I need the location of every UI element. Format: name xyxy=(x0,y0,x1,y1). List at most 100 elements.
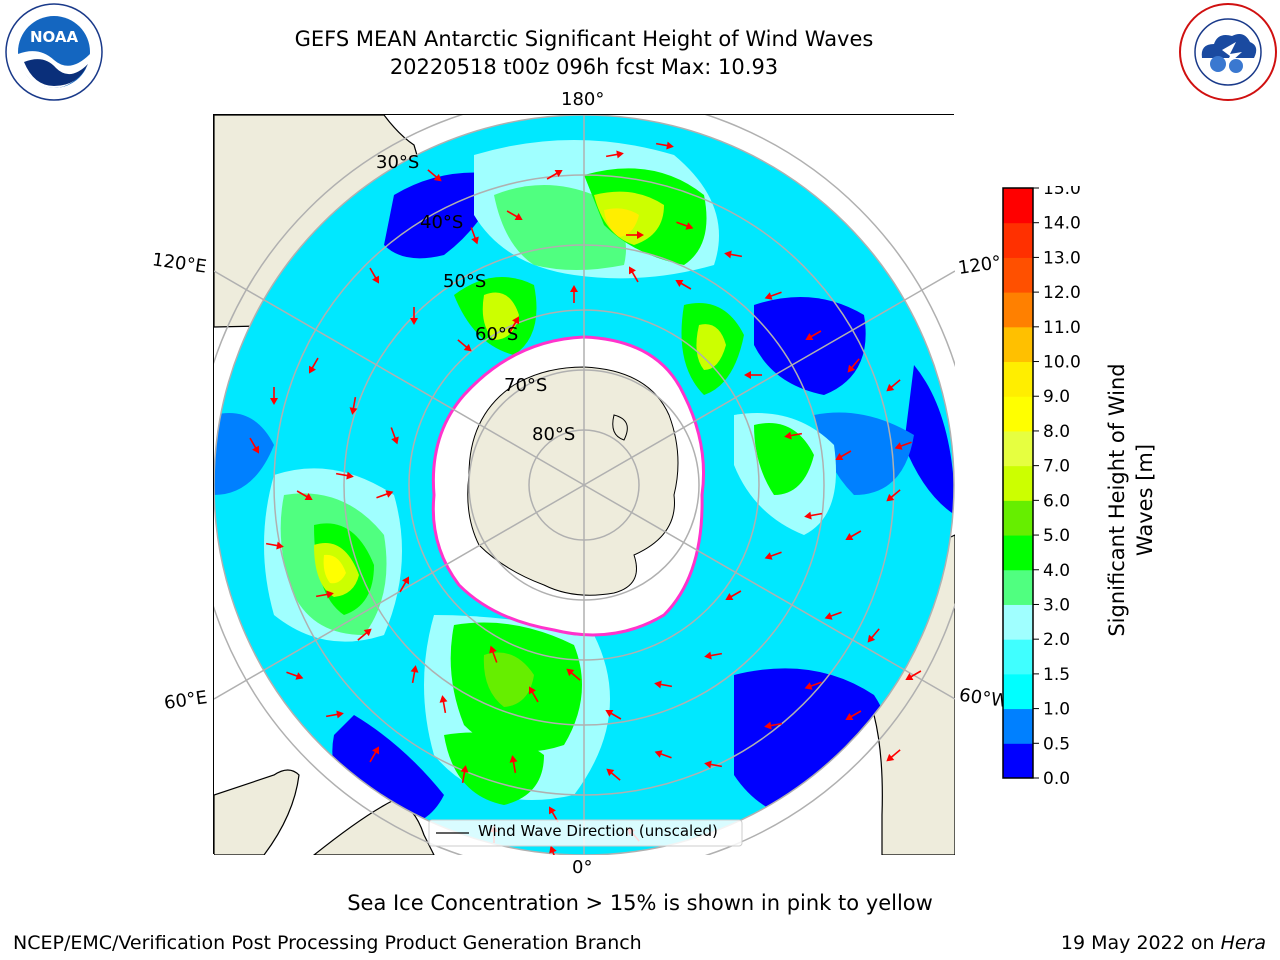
colorbar-tick-label: 2.0 xyxy=(1043,630,1070,650)
wind-arrow xyxy=(654,680,673,689)
wind-arrow xyxy=(626,231,644,239)
wind-arrow xyxy=(744,371,762,379)
wind-arrow xyxy=(606,768,621,781)
wind-arrow xyxy=(439,695,448,714)
wind-arrow xyxy=(286,671,304,680)
wind-arrow xyxy=(847,358,860,373)
colorbar-segment xyxy=(1003,569,1033,605)
lat-label-60s: 60°S xyxy=(475,324,519,345)
lon-label-0: 0° xyxy=(572,857,593,878)
wind-arrow xyxy=(675,280,692,290)
wind-arrow xyxy=(369,746,379,763)
wind-arrow xyxy=(886,379,901,392)
wind-arrow xyxy=(835,450,852,460)
map-frame xyxy=(193,94,975,876)
wind-arrow xyxy=(410,665,419,684)
wind-arrow xyxy=(566,668,581,681)
colorbar-tick-label: 6.0 xyxy=(1043,491,1070,511)
colorbar-segment xyxy=(1003,604,1033,640)
colorbar-segment xyxy=(1003,222,1033,258)
colorbar-tick-label: 15.0 xyxy=(1043,186,1081,199)
wind-arrow xyxy=(315,590,334,599)
wind-arrow xyxy=(570,285,578,303)
colorbar-title: Significant Height of Wind Waves [m] xyxy=(1105,363,1157,637)
wind-arrow xyxy=(546,170,563,180)
footer-date: 19 May 2022 on Hera xyxy=(1060,932,1266,954)
colorbar-tick-label: 10.0 xyxy=(1043,353,1081,373)
wind-arrow xyxy=(506,210,523,220)
colorbar-segment xyxy=(1003,535,1033,571)
colorbar-tick-label: 0.0 xyxy=(1043,769,1070,786)
wind-arrow xyxy=(764,551,782,560)
wind-arrow xyxy=(805,330,822,340)
colorbar-segment xyxy=(1003,430,1033,467)
colorbar-frame xyxy=(1002,187,1034,779)
antarctica xyxy=(431,335,705,637)
colorbar-tick-label: 8.0 xyxy=(1043,422,1070,442)
wind-arrow xyxy=(676,221,694,230)
wind-arrow xyxy=(335,471,354,480)
wind-arrow xyxy=(724,250,743,259)
wind-arrow xyxy=(410,307,418,325)
wind-arrow xyxy=(357,628,372,641)
colorbar-tick-label: 14.0 xyxy=(1043,214,1081,234)
wind-arrow xyxy=(894,441,912,450)
wind-arrow xyxy=(489,645,498,663)
lat-label-40s: 40°S xyxy=(420,212,464,233)
colorbar-segment xyxy=(1003,743,1033,779)
footer-org: NCEP/EMC/Verification Post Processing Pr… xyxy=(13,932,642,954)
colorbar-tick-label: 13.0 xyxy=(1043,248,1081,268)
wind-arrow xyxy=(764,291,782,300)
wind-arrow xyxy=(824,611,842,620)
lon-label-120w: 120° xyxy=(956,252,1003,279)
legend-label: Wind Wave Direction (unscaled) xyxy=(478,822,718,840)
lon-label-120e: 120°E xyxy=(150,249,208,278)
meridian-60w xyxy=(583,484,956,700)
wind-arrow xyxy=(784,431,803,440)
wind-arrow xyxy=(886,489,901,502)
wind-arrow xyxy=(457,339,472,352)
wind-arrow xyxy=(265,541,284,550)
lat-label-70s: 70°S xyxy=(504,375,548,396)
wind-arrow xyxy=(349,396,358,415)
wind-arrow xyxy=(369,267,379,284)
wind-arrow xyxy=(704,651,723,660)
colorbar-segment xyxy=(1003,500,1033,536)
svg-text:NOAA: NOAA xyxy=(30,28,79,46)
colorbar-segment xyxy=(1003,396,1033,432)
colorbar-segment xyxy=(1003,257,1033,293)
lat-label-50s: 50°S xyxy=(443,271,487,292)
wind-arrow xyxy=(804,511,823,520)
wind-arrow xyxy=(845,530,862,540)
colorbar-segment xyxy=(1003,673,1033,710)
wind-arrow xyxy=(655,141,674,150)
lat-label-80s: 80°S xyxy=(532,424,576,445)
wind-arrow xyxy=(654,750,672,759)
wind-arrow xyxy=(376,490,394,499)
wind-arrow xyxy=(886,749,901,762)
footer-machine: Hera xyxy=(1220,932,1266,954)
wind-arrow xyxy=(725,590,742,600)
wind-arrow xyxy=(867,628,880,643)
meridian-120e xyxy=(213,270,585,486)
wind-arrow xyxy=(905,670,922,680)
wind-arrow xyxy=(509,755,518,774)
wind-arrow xyxy=(390,427,399,445)
colorbar-tick-label: 1.5 xyxy=(1043,665,1070,685)
colorbar-tick-label: 7.0 xyxy=(1043,457,1070,477)
colorbar-segment xyxy=(1003,465,1033,501)
colorbar-tick-label: 11.0 xyxy=(1043,318,1081,338)
ice-note: Sea Ice Concentration > 15% is shown in … xyxy=(347,891,933,915)
noaa-logo: NOAA xyxy=(4,2,104,102)
colorbar-tick-label: 0.5 xyxy=(1043,734,1070,754)
wind-arrow xyxy=(509,316,519,333)
lon-label-180: 180° xyxy=(561,89,605,110)
wind-arrow xyxy=(704,760,723,769)
colorbar-tick-label: 12.0 xyxy=(1043,283,1081,303)
wind-arrow xyxy=(605,150,624,159)
graticule-lines xyxy=(193,94,975,876)
colorbar-segment xyxy=(1003,292,1033,328)
wind-arrow xyxy=(845,710,862,720)
colorbar-segment xyxy=(1003,361,1033,397)
wind-arrow xyxy=(270,387,278,405)
